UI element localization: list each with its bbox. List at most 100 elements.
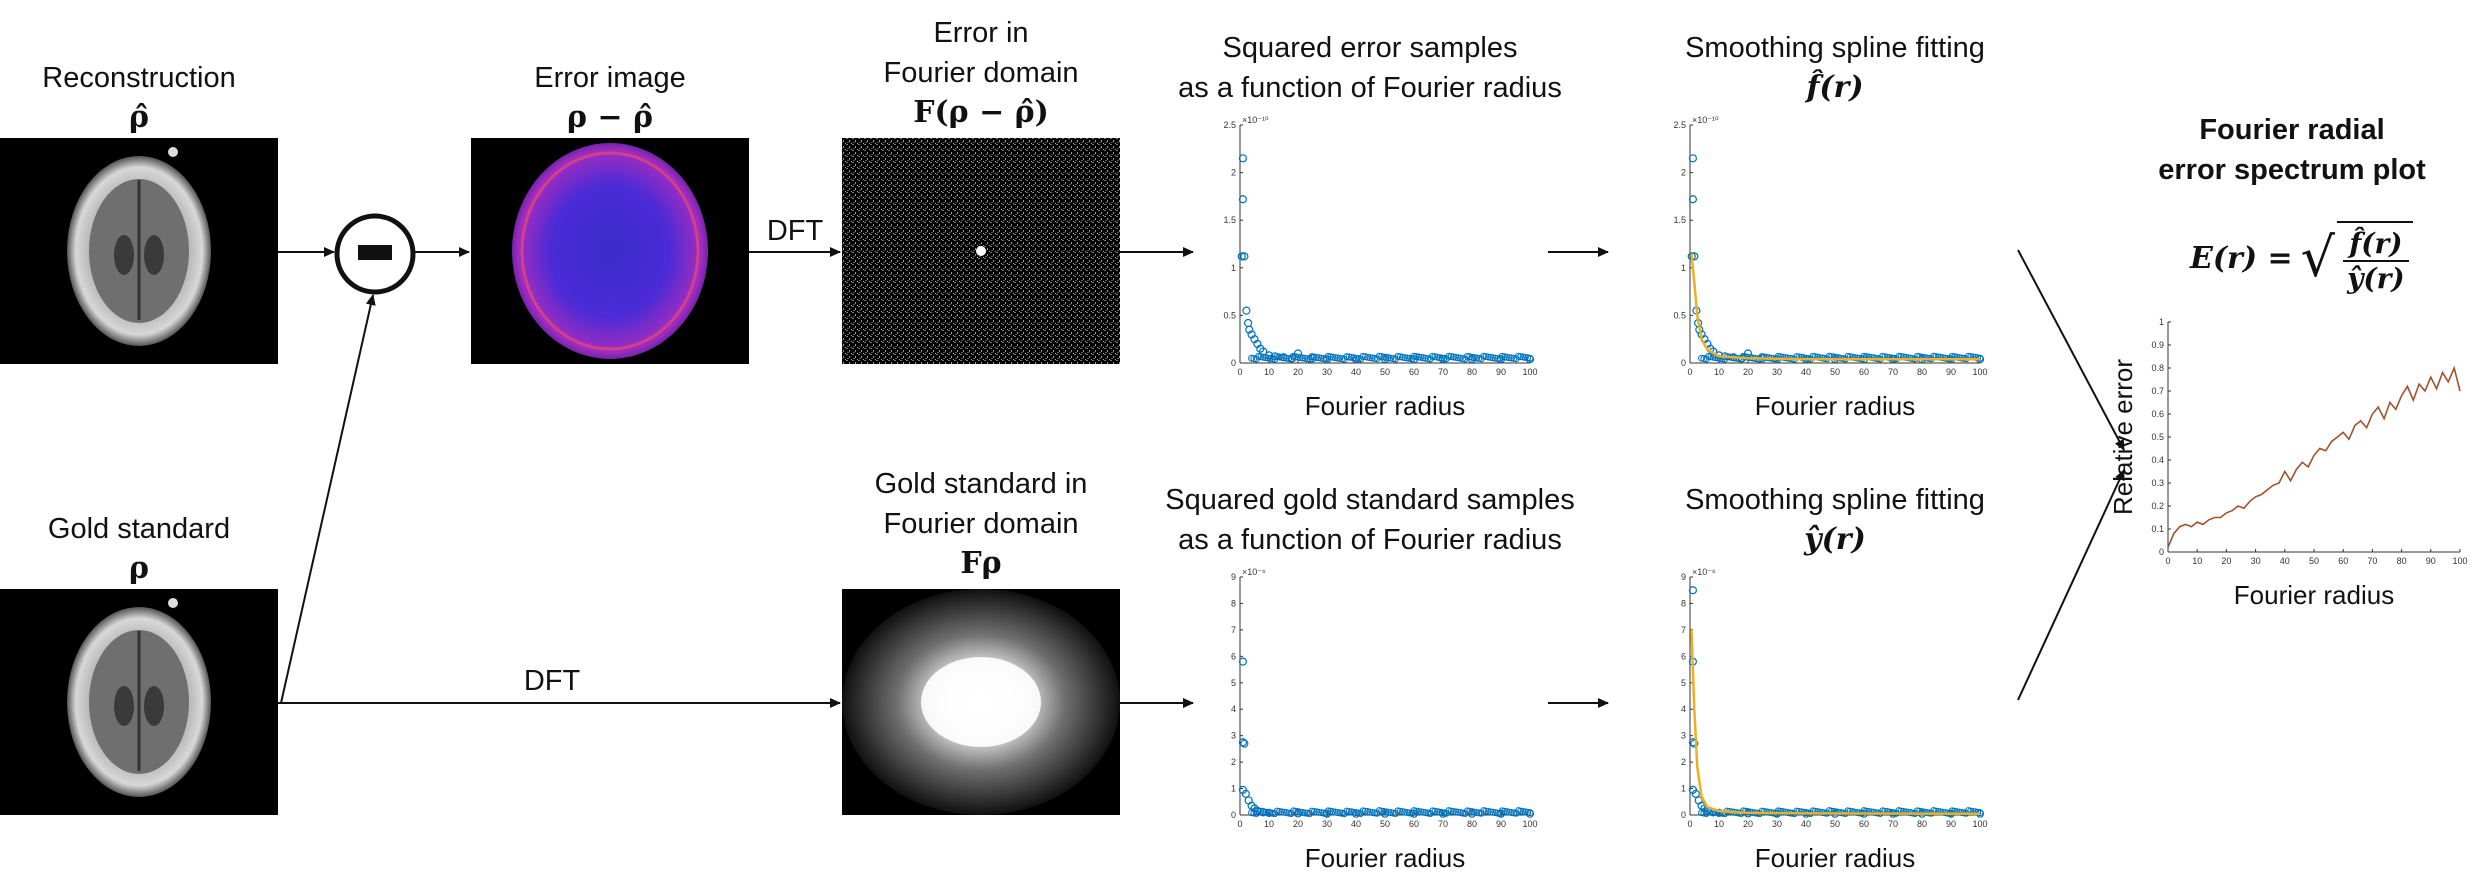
- chart-spline-fit-gold: 0 10 20 30 40 50 60 70 80 90 100 0 1 2 3 4 5 6 7 8 9 ×10⁻⁶ Fou…: [1681, 567, 1988, 873]
- sample-point: [1238, 195, 1248, 204]
- sample-point: [1259, 808, 1268, 817]
- x-tick-label: 40: [1351, 819, 1361, 829]
- x-tick-label: 20: [1293, 819, 1303, 829]
- x-tick-label: 10: [2192, 556, 2202, 566]
- x-tick-label: 70: [1888, 367, 1898, 377]
- spline-lower-title: Smoothing spline fitting: [1685, 484, 1985, 516]
- chart-squared-gold-samples: 0 10 20 30 40 50 60 70 80 90 100 0 1 2 3 4 5 6 7 8 9 ×10⁻⁶ Fou…: [1231, 567, 1538, 873]
- x-tick-label: 90: [2426, 556, 2436, 566]
- x-tick-label: 40: [1351, 367, 1361, 377]
- x-tick-label: 10: [1714, 819, 1724, 829]
- exponent-label: ×10⁻⁶: [1242, 567, 1266, 577]
- sample-point: [1322, 809, 1332, 818]
- y-axis-label: Relative error: [2108, 359, 2138, 515]
- y-tick-label: 2: [1681, 757, 1686, 767]
- spline-fit-line: [1690, 629, 1981, 815]
- sample-point: [1244, 318, 1253, 328]
- chart-fourier-radial-error-spectrum: 0 10 20 30 40 50 60 70 80 90 100 0 0.1 0.2 0.3 0.4 0.5 0.…: [2108, 317, 2468, 610]
- sample-point: [1322, 355, 1332, 364]
- x-tick-label: 60: [1859, 819, 1869, 829]
- sample-point: [1438, 809, 1448, 818]
- exponent-label: ×10⁻⁶: [1692, 567, 1716, 577]
- x-tick-label: 30: [2251, 556, 2261, 566]
- x-tick-label: 0: [1237, 819, 1242, 829]
- x-tick-label: 80: [2397, 556, 2407, 566]
- x-tick-label: 60: [2338, 556, 2348, 566]
- x-axis-label: Fourier radius: [1755, 391, 1915, 421]
- y-tick-label: 4: [1231, 704, 1236, 714]
- spline-lower-math: ŷ(r): [1804, 522, 1866, 557]
- sample-point: [1351, 809, 1361, 818]
- y-tick-label: 0: [1681, 810, 1686, 820]
- sample-point: [1714, 808, 1724, 817]
- y-tick-label: 1: [1681, 784, 1686, 794]
- y-tick-label: 3: [1231, 731, 1236, 741]
- fourier-gold-title-1: Gold standard in: [874, 468, 1088, 500]
- y-tick-label: 0.4: [2151, 455, 2164, 465]
- x-tick-label: 70: [1438, 367, 1448, 377]
- x-tick-label: 100: [1522, 367, 1537, 377]
- spline-upper-math: f̂(r): [1806, 70, 1864, 105]
- sample-point: [1409, 355, 1419, 364]
- y-tick-label: 9: [1231, 572, 1236, 582]
- fourier-error-math: F(ρ − ρ̂): [913, 95, 1049, 130]
- sample-point: [1438, 355, 1448, 364]
- y-tick-label: 1: [1231, 263, 1236, 273]
- error-image-math: ρ − ρ̂: [567, 100, 653, 135]
- sample-point: [1496, 809, 1506, 818]
- x-tick-label: 100: [1522, 819, 1537, 829]
- reconstruction-image: [0, 138, 278, 364]
- y-tick-label: 0.5: [2151, 432, 2164, 442]
- x-tick-label: 80: [1467, 367, 1477, 377]
- x-tick-label: 0: [2165, 556, 2170, 566]
- exponent-label: ×10⁻¹⁰: [1692, 115, 1719, 125]
- x-tick-label: 0: [1687, 367, 1692, 377]
- x-tick-label: 40: [1801, 367, 1811, 377]
- y-tick-label: 1.5: [1673, 215, 1686, 225]
- sample-point: [1380, 355, 1390, 364]
- y-tick-label: 3: [1681, 731, 1686, 741]
- x-tick-label: 70: [1438, 819, 1448, 829]
- y-tick-label: 0.5: [1223, 310, 1236, 320]
- x-tick-label: 30: [1772, 819, 1782, 829]
- sample-point: [1270, 352, 1279, 361]
- y-tick-label: 9: [1681, 572, 1686, 582]
- sample-point: [1380, 809, 1390, 818]
- x-tick-label: 100: [1972, 367, 1987, 377]
- x-tick-label: 20: [1743, 367, 1753, 377]
- reconstruction-math: ρ̂: [129, 100, 149, 135]
- result-formula-den: ŷ(r): [2347, 262, 2405, 295]
- y-tick-label: 6: [1231, 651, 1236, 661]
- result-formula-num: f̂(r): [2343, 227, 2409, 262]
- sample-point: [1351, 355, 1361, 364]
- x-tick-label: 70: [2367, 556, 2377, 566]
- x-tick-label: 50: [1830, 819, 1840, 829]
- y-tick-label: 0.6: [2151, 409, 2164, 419]
- x-tick-label: 50: [2309, 556, 2319, 566]
- y-tick-label: 0.2: [2151, 501, 2164, 511]
- x-tick-label: 90: [1496, 819, 1506, 829]
- error-image: [471, 138, 749, 364]
- x-tick-label: 90: [1946, 819, 1956, 829]
- y-tick-label: 7: [1231, 625, 1236, 635]
- y-tick-label: 0.8: [2151, 363, 2164, 373]
- y-tick-label: 5: [1681, 678, 1686, 688]
- sq-error-title-1: Squared error samples: [1222, 32, 1518, 64]
- sample-point: [1259, 347, 1268, 356]
- sample-point: [1288, 354, 1297, 363]
- x-tick-label: 10: [1264, 819, 1274, 829]
- sample-point: [1253, 806, 1262, 816]
- sample-point: [1688, 586, 1698, 595]
- arrow-layer: [278, 247, 2125, 708]
- x-tick-label: 80: [1917, 819, 1927, 829]
- x-tick-label: 10: [1264, 367, 1274, 377]
- x-tick-label: 50: [1380, 819, 1390, 829]
- sample-point: [1245, 325, 1254, 334]
- sample-point: [1409, 809, 1419, 818]
- sample-point: [1240, 739, 1249, 748]
- fourier-error-title-2: Fourier domain: [883, 57, 1079, 89]
- sample-point: [1691, 789, 1700, 798]
- y-tick-label: 0: [1231, 358, 1236, 368]
